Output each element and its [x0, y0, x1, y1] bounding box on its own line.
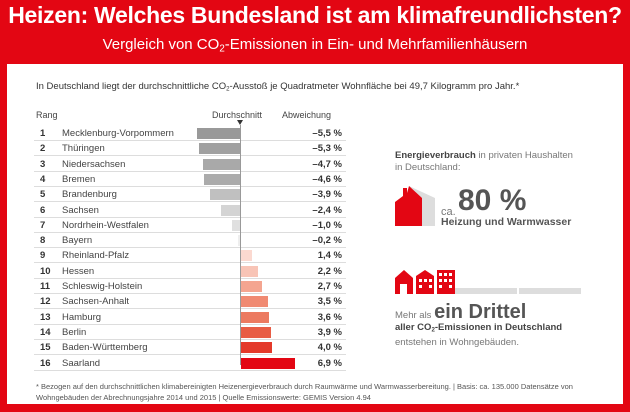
bar — [204, 173, 240, 185]
bar — [241, 342, 273, 354]
table-row: 8 Bayern –0,2 % — [34, 233, 346, 249]
bar — [241, 296, 269, 308]
table-row: 14 Berlin 3,9 % — [34, 325, 346, 340]
state-name: Bremen — [62, 173, 96, 185]
value-label: 1,4 % — [317, 250, 342, 262]
state-name: Mecklenburg-Vorpommern — [62, 128, 174, 139]
rank: 16 — [40, 357, 51, 369]
table-row: 7 Nordrhein-Westfalen –1,0 % — [34, 218, 346, 233]
state-name: Hessen — [62, 265, 95, 277]
header-average: Durchschnitt — [212, 110, 263, 120]
value-label: –1,0 % — [312, 219, 342, 231]
rank: 6 — [40, 204, 46, 216]
value-label: 3,9 % — [317, 326, 342, 338]
bar — [209, 189, 240, 201]
state-name: Brandenburg — [62, 189, 117, 201]
state-name: Bayern — [62, 235, 93, 247]
bar — [232, 219, 240, 231]
value-label: –4,6 % — [312, 173, 342, 185]
energy-caption: Energieverbrauch in privaten Haushalten i… — [395, 150, 573, 173]
rank: 12 — [40, 296, 51, 308]
value-label: –5,3 % — [312, 143, 342, 155]
value-label: –3,9 % — [312, 189, 342, 201]
rank: 1 — [40, 128, 46, 139]
bar — [197, 128, 240, 139]
state-name: Baden-Württemberg — [62, 342, 148, 354]
state-name: Hamburg — [62, 311, 102, 323]
table-row: 5 Brandenburg –3,9 % — [34, 187, 346, 203]
table-row: 4 Bremen –4,6 % — [34, 172, 346, 187]
subtitle: Vergleich von CO2-Emissionen in Ein- und… — [102, 36, 528, 55]
value-label: –0,2 % — [312, 235, 342, 247]
value-label: 4,0 % — [317, 342, 342, 354]
value-label: 2,7 % — [317, 281, 342, 292]
third-caption: Mehr als ein Drittel aller CO2-Emissione… — [395, 301, 563, 348]
house-icon — [395, 186, 435, 226]
state-name: Rheinland-Pfalz — [62, 250, 130, 262]
bar — [238, 235, 240, 247]
state-name: Nordrhein-Westfalen — [62, 219, 149, 231]
bar — [221, 204, 240, 216]
table-row: 2 Thüringen –5,3 % — [34, 141, 346, 157]
rank: 13 — [40, 311, 51, 323]
state-name: Saarland — [62, 357, 101, 369]
rank: 9 — [40, 250, 46, 262]
table-row: 10 Hessen 2,2 % — [34, 264, 346, 279]
bar — [241, 265, 259, 277]
rank: 2 — [40, 143, 46, 155]
value-label: –2,4 % — [312, 204, 342, 216]
table-row: 16 Saarland 6,9 % — [34, 356, 346, 371]
value-label: –4,7 % — [312, 158, 342, 170]
average-marker-icon — [237, 120, 243, 125]
rank: 11 — [40, 281, 51, 292]
table-row: 3 Niedersachsen –4,7 % — [34, 157, 346, 172]
table-row: 9 Rheinland-Pfalz 1,4 % — [34, 248, 346, 264]
bar — [198, 143, 240, 155]
rank: 3 — [40, 158, 46, 170]
header-deviation: Abweichung — [282, 110, 332, 120]
value-label: 2,2 % — [317, 265, 342, 277]
table-row: 12 Sachsen-Anhalt 3,5 % — [34, 294, 346, 310]
buildings-icon — [395, 270, 581, 294]
value-label: 6,9 % — [317, 357, 342, 369]
table-row: 15 Baden-Württemberg 4,0 % — [34, 340, 346, 356]
table-row: 6 Sachsen –2,4 % — [34, 203, 346, 218]
rank: 7 — [40, 219, 46, 231]
rank: 5 — [40, 189, 46, 201]
energy-ca: ca. — [441, 206, 456, 218]
rank: 14 — [40, 326, 51, 338]
intro-text: In Deutschland liegt der durchschnittlic… — [36, 81, 520, 93]
bar — [241, 311, 270, 323]
page-title: Heizen: Welches Bundesland ist am klimaf… — [8, 2, 622, 28]
bar — [241, 250, 252, 262]
value-label: 3,5 % — [317, 296, 342, 308]
energy-percent: 80 % — [458, 184, 527, 217]
value-label: 3,6 % — [317, 311, 342, 323]
bar — [241, 326, 272, 338]
header-rank: Rang — [36, 110, 58, 120]
state-name: Schleswig-Holstein — [62, 281, 143, 292]
rank: 10 — [40, 265, 51, 277]
rank: 4 — [40, 173, 46, 185]
table-row: 13 Hamburg 3,6 % — [34, 310, 346, 325]
bar — [241, 357, 295, 369]
rank: 8 — [40, 235, 46, 247]
content-panel — [7, 64, 623, 404]
state-name: Sachsen-Anhalt — [62, 296, 130, 308]
table-row: 11 Schleswig-Holstein 2,7 % — [34, 279, 346, 294]
bar — [241, 281, 263, 292]
table-row: 1 Mecklenburg-Vorpommern –5,5 % — [34, 126, 346, 141]
bar — [203, 158, 240, 170]
state-name: Niedersachsen — [62, 158, 126, 170]
state-name: Thüringen — [62, 143, 105, 155]
average-line — [240, 125, 241, 365]
rank: 15 — [40, 342, 51, 354]
value-label: –5,5 % — [312, 128, 342, 139]
footnote: * Bezogen auf den durchschnittlichen kli… — [36, 382, 573, 402]
energy-label: Heizung und Warmwasser — [441, 216, 572, 228]
state-name: Sachsen — [62, 204, 99, 216]
state-name: Berlin — [62, 326, 87, 338]
